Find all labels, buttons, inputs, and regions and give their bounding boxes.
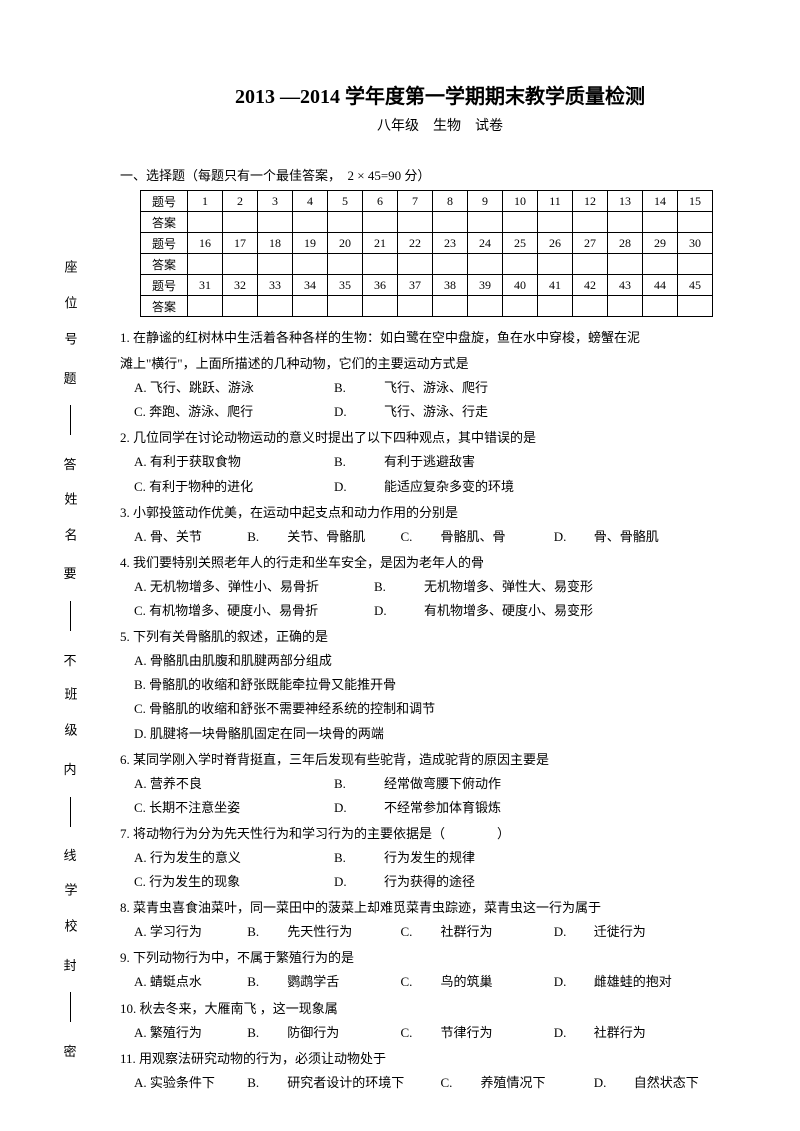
side-line (70, 992, 71, 1022)
q5-c: C. 骨骼肌的收缩和舒张不需要神经系统的控制和调节 (134, 698, 760, 720)
table-row: 题号 123456789101112131415 (141, 191, 713, 212)
side-feng: 封 (63, 955, 76, 974)
side-class: 班 级 (61, 687, 80, 740)
q11-opts: A. 实验条件下 B.研究者设计的环境下 C.养殖情况下 D.自然状态下 (134, 1072, 760, 1094)
side-line (70, 405, 71, 435)
side-xian: 线 (63, 845, 76, 864)
question-9: 9. 下列动物行为中，不属于繁殖行为的是 (120, 947, 760, 969)
q6-opts2: C. 长期不注意坐姿D.不经常参加体育锻炼 (134, 797, 760, 819)
side-bu: 不 (63, 650, 76, 669)
question-4: 4. 我们要特别关照老年人的行走和坐车安全，是因为老年人的骨 (120, 552, 760, 574)
side-da: 答 (63, 454, 76, 473)
q5-a: A. 骨骼肌由肌腹和肌腱两部分组成 (134, 650, 760, 672)
q2-opts2: C. 有利于物种的进化D.能适应复杂多变的环境 (134, 476, 760, 498)
side-line (70, 797, 71, 827)
q5-b: B. 骨骼肌的收缩和舒张既能牵拉骨又能推开骨 (134, 674, 760, 696)
q1-opts: A. 飞行、跳跃、游泳B.飞行、游泳、爬行 (134, 377, 760, 399)
side-line (70, 601, 71, 631)
side-yao: 要 (63, 563, 76, 582)
hdr-cell: 题号 (141, 191, 188, 212)
q4-opts2: C. 有机物增多、硬度小、易骨折D.有机物增多、硬度小、易变形 (134, 600, 760, 622)
table-row: 题号 161718192021222324252627282930 (141, 233, 713, 254)
table-row: 答案 (141, 212, 713, 233)
q8-opts: A. 学习行为 B.先天性行为 C.社群行为 D.迁徙行为 (134, 921, 760, 943)
side-nei: 内 (63, 759, 76, 778)
q5-d: D. 肌腱将一块骨骼肌固定在同一块骨的两端 (134, 723, 760, 745)
q7-opts2: C. 行为发生的现象D.行为获得的途径 (134, 871, 760, 893)
question-10: 10. 秋去冬来，大雁南飞 ，这一现象属 (120, 998, 760, 1020)
side-name: 姓 名 (61, 492, 80, 545)
q3-opts: A. 骨、关节 B.关节、骨骼肌 C.骨骼肌、骨 D.骨、骨骼肌 (134, 526, 760, 548)
binding-margin: 座 位 号 题 答 姓 名 要 不 班 级 内 线 学 校 封 密 (30, 260, 110, 1060)
question-7: 7. 将动物行为分为先天性行为和学习行为的主要依据是（ ） (120, 823, 760, 845)
side-ti: 题 (63, 368, 76, 387)
question-5: 5. 下列有关骨骼肌的叙述，正确的是 (120, 626, 760, 648)
table-row: 题号 313233343536373839404142434445 (141, 275, 713, 296)
page-title: 2013 —2014 学年度第一学期期末教学质量检测 (120, 80, 760, 109)
side-mi: 密 (63, 1041, 76, 1060)
table-row: 答案 (141, 254, 713, 275)
question-3: 3. 小郭投篮动作优美，在运动中起支点和动力作用的分别是 (120, 502, 760, 524)
q7-opts: A. 行为发生的意义B.行为发生的规律 (134, 847, 760, 869)
question-1b: 滩上"横行"，上面所描述的几种动物，它们的主要运动方式是 (120, 353, 760, 375)
question-6: 6. 某同学刚入学时脊背挺直，三年后发现有些驼背，造成驼背的原因主要是 (120, 749, 760, 771)
question-2: 2. 几位同学在讨论动物运动的意义时提出了以下四种观点，其中错误的是 (120, 427, 760, 449)
table-row: 答案 (141, 296, 713, 317)
q10-opts: A. 繁殖行为 B.防御行为 C.节律行为 D.社群行为 (134, 1022, 760, 1044)
q6-opts: A. 营养不良B.经常做弯腰下俯动作 (134, 773, 760, 795)
page-subtitle: 八年级 生物 试卷 (120, 115, 760, 135)
question-1: 1. 在静谧的红树林中生活着各种各样的生物：如白鹭在空中盘旋，鱼在水中穿梭，螃蟹… (120, 327, 760, 349)
side-school: 学 校 (61, 883, 80, 936)
q9-opts: A. 蜻蜓点水 B.鹦鹉学舌 C.鸟的筑巢 D.雌雄蛙的抱对 (134, 971, 760, 993)
q2-opts: A. 有利于获取食物B.有利于逃避敌害 (134, 451, 760, 473)
q1-opts2: C. 奔跑、游泳、爬行D.飞行、游泳、行走 (134, 401, 760, 423)
question-11: 11. 用观察法研究动物的行为，必须让动物处于 (120, 1048, 760, 1070)
question-8: 8. 菜青虫喜食油菜叶，同一菜田中的菠菜上却难觅菜青虫踪迹，菜青虫这一行为属于 (120, 897, 760, 919)
answer-table: 题号 123456789101112131415 答案 题号 161718192… (140, 190, 713, 317)
q4-opts: A. 无机物增多、弹性小、易骨折B.无机物增多、弹性大、易变形 (134, 576, 760, 598)
side-seat: 座 位 号 (61, 260, 80, 349)
section-heading: 一、选择题（每题只有一个最佳答案， 2 × 45=90 分） (120, 165, 760, 184)
